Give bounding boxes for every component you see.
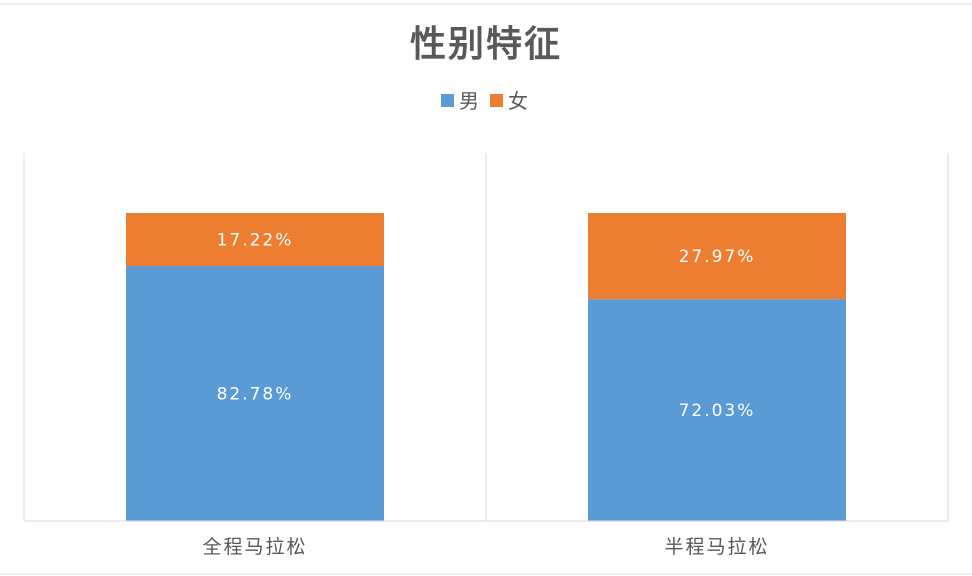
category-label-full-marathon: 全程马拉松 (202, 536, 307, 558)
data-label-male-full-marathon: 82.78% (217, 385, 294, 405)
bars-group: 82.78% 17.22% 72.03% 27.97% (126, 213, 846, 521)
bar-female-full-marathon (126, 213, 384, 267)
bar-male-full-marathon (126, 266, 384, 521)
plot-frame (23, 153, 949, 521)
category-label-half-marathon: 半程马拉松 (664, 536, 769, 558)
data-label-male-half-marathon: 72.03% (679, 401, 756, 421)
legend-swatch-female (490, 94, 503, 107)
bar-female-half-marathon (588, 213, 846, 300)
bar-male-half-marathon (588, 299, 846, 521)
legend-label-male: 男 (459, 89, 479, 113)
data-label-female-half-marathon: 27.97% (679, 247, 756, 267)
legend-label-female: 女 (508, 89, 528, 113)
legend-swatch-male (441, 94, 454, 107)
data-label-female-full-marathon: 17.22% (217, 231, 294, 251)
legend: 男 女 (441, 89, 528, 113)
chart-title: 性别特征 (410, 24, 562, 65)
